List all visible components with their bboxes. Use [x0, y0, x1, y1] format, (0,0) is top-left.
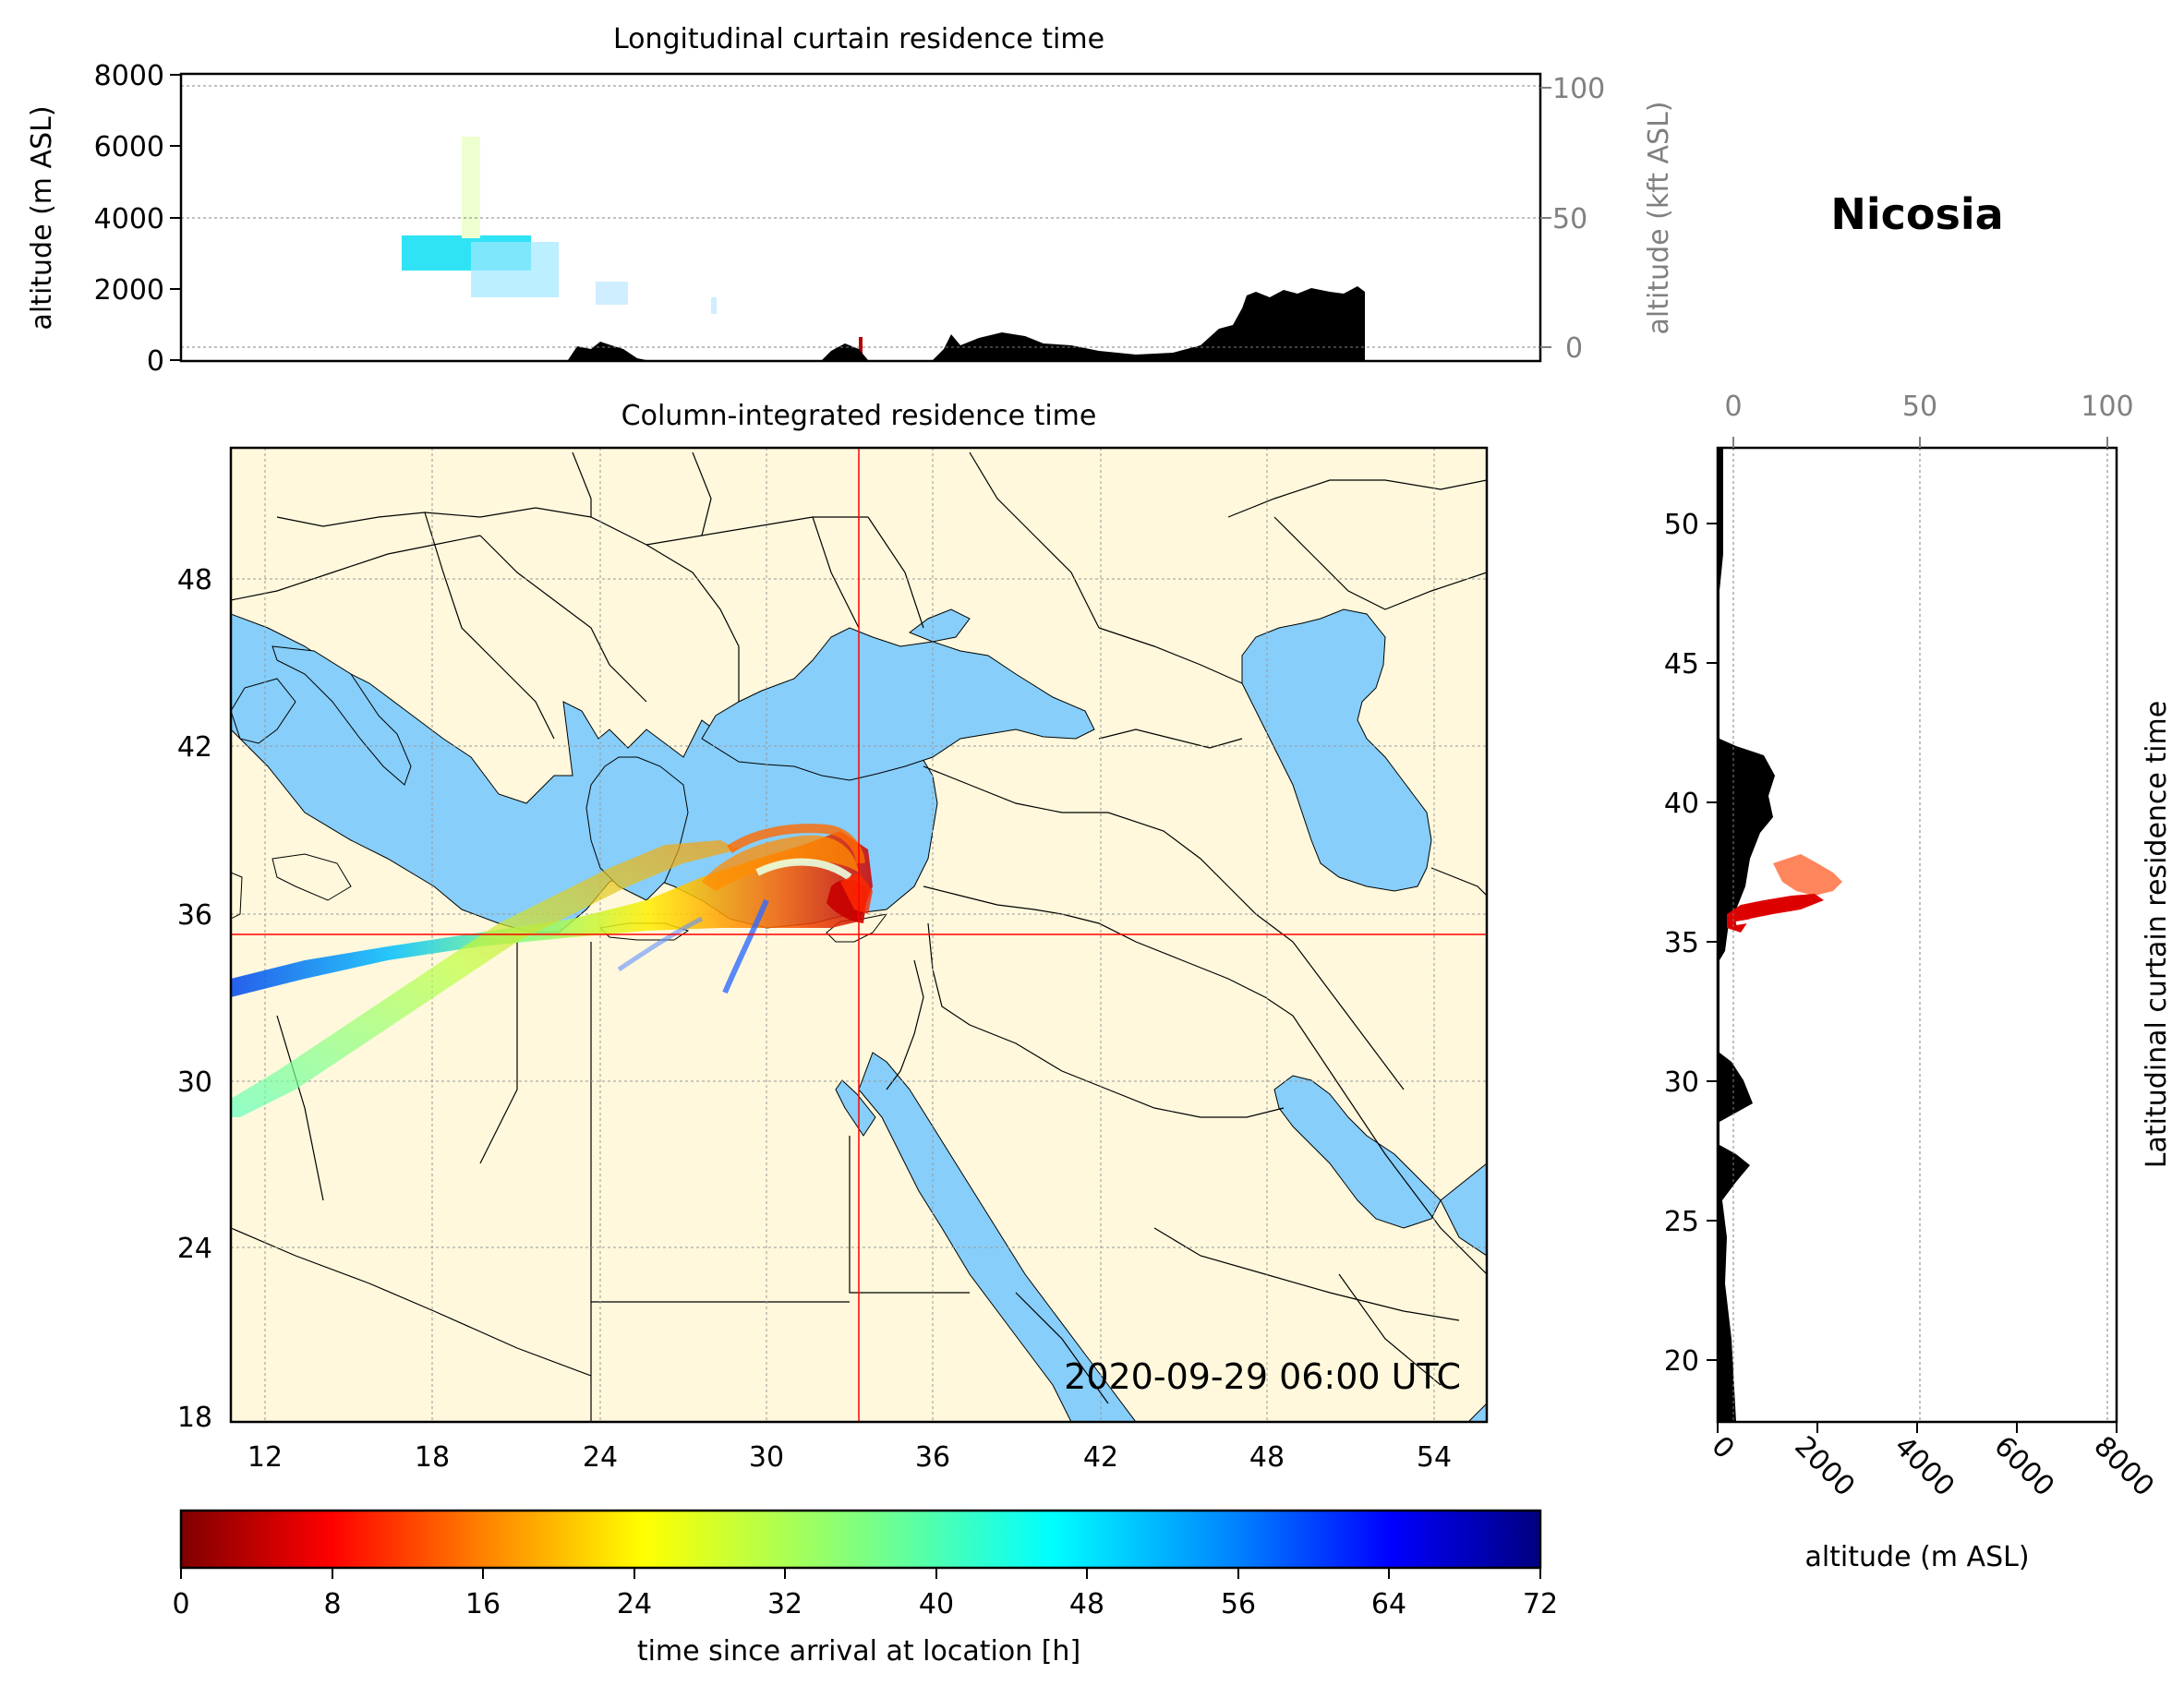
top-panel-ylabel: altitude (m ASL) — [26, 105, 58, 330]
side-panel-xtick-label: 0 — [1705, 1430, 1740, 1465]
map-lon-tick-label: 18 — [415, 1441, 450, 1474]
top-panel: Longitudinal curtain residence time — [26, 23, 1675, 378]
colorbar-tick-label: 56 — [1221, 1588, 1256, 1620]
map-lon-tick-label: 12 — [247, 1441, 283, 1474]
side-panel-xtick-label: 8000 — [2087, 1430, 2160, 1503]
map-lat-tick-label: 18 — [177, 1402, 212, 1434]
top-panel-ytick-label: 0 — [147, 345, 164, 378]
map-panel: Column-integrated residence time — [177, 400, 1489, 1474]
side-panel-ytick-label: 50 — [1664, 509, 1699, 541]
top-panel-title: Longitudinal curtain residence time — [613, 23, 1104, 55]
side-panel-top-tick-label: 0 — [1724, 391, 1742, 423]
side-panel-xtick-label: 6000 — [1987, 1430, 2060, 1503]
side-panel-terrain — [1718, 448, 1775, 1422]
side-panel-ytick-label: 45 — [1664, 648, 1699, 680]
colorbar-tick-marks — [180, 1568, 1541, 1579]
black-sea — [701, 627, 1095, 781]
caspian-sea — [1241, 608, 1432, 892]
map-lon-tick-label: 54 — [1417, 1441, 1452, 1474]
map-lat-tick-label: 42 — [177, 731, 212, 764]
top-panel-right-tick-label: 100 — [1552, 73, 1605, 105]
site-label: Nicosia — [1830, 189, 2003, 239]
sardinia — [231, 872, 243, 920]
colorbar-gradient — [179, 1509, 1542, 1570]
side-panel-top-tick-label: 50 — [1902, 391, 1937, 423]
colorbar-tick-label: 8 — [323, 1588, 341, 1620]
colorbar-tick-label: 24 — [617, 1588, 652, 1620]
colorbar-label: time since arrival at location [h] — [637, 1635, 1080, 1668]
sicily — [271, 853, 352, 901]
top-panel-right-ylabel: altitude (kft ASL) — [1643, 101, 1675, 334]
map-borders — [231, 452, 1487, 1422]
top-panel-plume — [402, 137, 863, 361]
colorbar-tick-label: 0 — [172, 1588, 189, 1620]
site-crosshair — [231, 448, 1487, 1422]
side-panel-gridlines — [1732, 448, 2108, 1422]
top-panel-ytick-label: 6000 — [94, 131, 164, 163]
side-panel-ytick-label: 35 — [1664, 927, 1699, 959]
side-panel-xlabel: altitude (m ASL) — [1804, 1541, 2029, 1573]
colorbar: 0 8 16 24 32 40 48 56 64 72 time since a… — [172, 1509, 1558, 1668]
map-lon-tick-label: 36 — [915, 1441, 950, 1474]
side-panel-ytick-label: 40 — [1664, 788, 1699, 820]
side-panel-frame — [1716, 446, 2118, 1424]
colorbar-tick-label: 72 — [1523, 1588, 1558, 1620]
top-panel-terrain — [568, 286, 1365, 360]
timestamp-label: 2020-09-29 06:00 UTC — [1064, 1356, 1461, 1397]
side-panel-top-tick-marks — [1732, 437, 2108, 448]
colorbar-tick-label: 64 — [1371, 1588, 1406, 1620]
side-panel-plume — [1727, 854, 1842, 933]
top-panel-gridlines — [181, 85, 1540, 348]
map-lat-tick-label: 30 — [177, 1066, 212, 1099]
map-lat-tick-label: 24 — [177, 1233, 212, 1265]
map-lat-tick-label: 48 — [177, 564, 212, 596]
colorbar-tick-label: 16 — [465, 1588, 501, 1620]
side-panel-ytick-label: 25 — [1664, 1206, 1699, 1238]
map-lon-tick-label: 48 — [1249, 1441, 1285, 1474]
map-panel-title: Column-integrated residence time — [621, 400, 1097, 432]
side-panel-xtick-label: 2000 — [1788, 1430, 1861, 1503]
side-panel-xtick-label: 4000 — [1888, 1430, 1961, 1503]
colorbar-tick-label: 40 — [919, 1588, 954, 1620]
map-lon-tick-label: 30 — [749, 1441, 784, 1474]
map-plume — [231, 824, 873, 1117]
side-panel-ytick-label: 20 — [1664, 1345, 1699, 1378]
tyrrhenian-sea — [231, 678, 296, 744]
map-lat-tick-label: 36 — [177, 899, 212, 932]
map-frame — [229, 446, 1489, 1424]
colorbar-tick-label: 48 — [1069, 1588, 1104, 1620]
side-panel: 0 50 100 20 25 30 35 40 45 50 — [1664, 391, 2173, 1573]
top-panel-ytick-label: 4000 — [94, 203, 164, 235]
side-panel-top-tick-label: 100 — [2081, 391, 2133, 423]
side-panel-xtick-marks — [1717, 1422, 2118, 1433]
side-panel-ytick-label: 30 — [1664, 1066, 1699, 1099]
top-panel-right-tick-label: 50 — [1552, 203, 1587, 235]
red-sea — [858, 1052, 1137, 1422]
gulf-of-aden — [1467, 1403, 1487, 1422]
gulf-of-suez — [835, 1079, 876, 1137]
map-lon-tick-label: 42 — [1083, 1441, 1118, 1474]
top-panel-right-tick-marks — [1540, 87, 1551, 348]
side-panel-ytick-marks — [1707, 523, 1718, 1361]
map-lon-tick-label: 24 — [583, 1441, 618, 1474]
colorbar-tick-label: 32 — [767, 1588, 802, 1620]
side-panel-ylabel: Latitudinal curtain residence time — [2141, 701, 2173, 1168]
top-panel-ytick-label: 2000 — [94, 274, 164, 307]
top-panel-ytick-marks — [170, 74, 181, 361]
arabian-sea — [1440, 1162, 1487, 1257]
persian-gulf — [1273, 1075, 1442, 1229]
top-panel-ytick-label: 8000 — [94, 60, 164, 92]
adriatic-sea — [271, 645, 412, 786]
top-panel-right-tick-label: 0 — [1565, 332, 1583, 365]
